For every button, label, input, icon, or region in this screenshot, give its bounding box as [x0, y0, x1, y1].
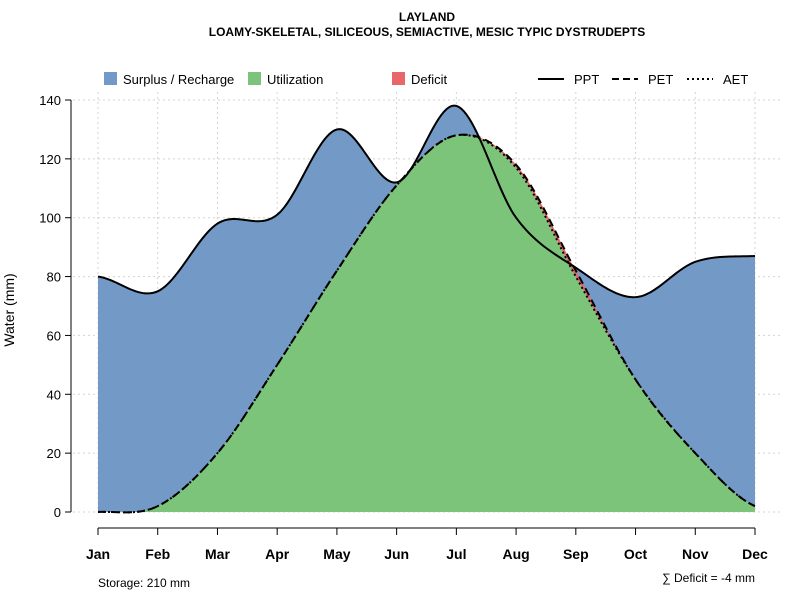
legend-swatch	[104, 72, 117, 85]
water-areas	[98, 105, 755, 513]
x-tick-label: May	[323, 546, 350, 562]
legend-label: Utilization	[267, 72, 323, 87]
chart-subtitle: LOAMY-SKELETAL, SILICEOUS, SEMIACTIVE, M…	[209, 25, 645, 39]
y-tick-label: 80	[47, 270, 61, 285]
legend-label: Surplus / Recharge	[123, 72, 234, 87]
utilization-area	[98, 134, 755, 513]
ppt-line	[97, 104, 756, 299]
y-tick-label: 40	[47, 387, 61, 402]
deficit-note: ∑ Deficit = -4 mm	[662, 571, 755, 585]
y-tick-label: 140	[39, 93, 61, 108]
y-tick-label: 100	[39, 211, 61, 226]
x-tick-label: Mar	[205, 546, 230, 562]
x-tick-label: Dec	[742, 546, 768, 562]
x-tick-label: Jul	[446, 546, 466, 562]
legend-label: PPT	[574, 72, 599, 87]
y-tick-label: 120	[39, 152, 61, 167]
legend-label: Deficit	[411, 72, 448, 87]
storage-note: Storage: 210 mm	[98, 576, 190, 590]
x-tick-label: Aug	[502, 546, 529, 562]
y-tick-label: 60	[47, 328, 61, 343]
aet-line	[97, 133, 756, 514]
y-axis-label: Water (mm)	[1, 273, 17, 346]
chart-legend: Surplus / Recharge Utilization Deficit PPT P…	[104, 72, 748, 87]
x-tick-label: Feb	[145, 546, 170, 562]
series-lines	[97, 104, 756, 514]
legend-label: PET	[648, 72, 673, 87]
x-tick-label: Sep	[563, 546, 589, 562]
y-tick-label: 20	[47, 446, 61, 461]
pet-line	[97, 133, 756, 514]
y-tick-label: 0	[54, 505, 61, 520]
x-tick-label: Oct	[624, 546, 648, 562]
axes: 0 20 40 60 80 100 120 140 Jan Feb Mar Apr May Jun Jul A…	[39, 93, 768, 562]
legend-swatch	[392, 72, 405, 85]
x-tick-label: Jun	[384, 546, 409, 562]
x-tick-label: Nov	[682, 546, 709, 562]
legend-label: AET	[723, 72, 748, 87]
x-tick-label: Apr	[265, 546, 290, 562]
legend-swatch	[248, 72, 261, 85]
chart-title: LAYLAND	[399, 10, 456, 24]
x-tick-label: Jan	[86, 546, 110, 562]
